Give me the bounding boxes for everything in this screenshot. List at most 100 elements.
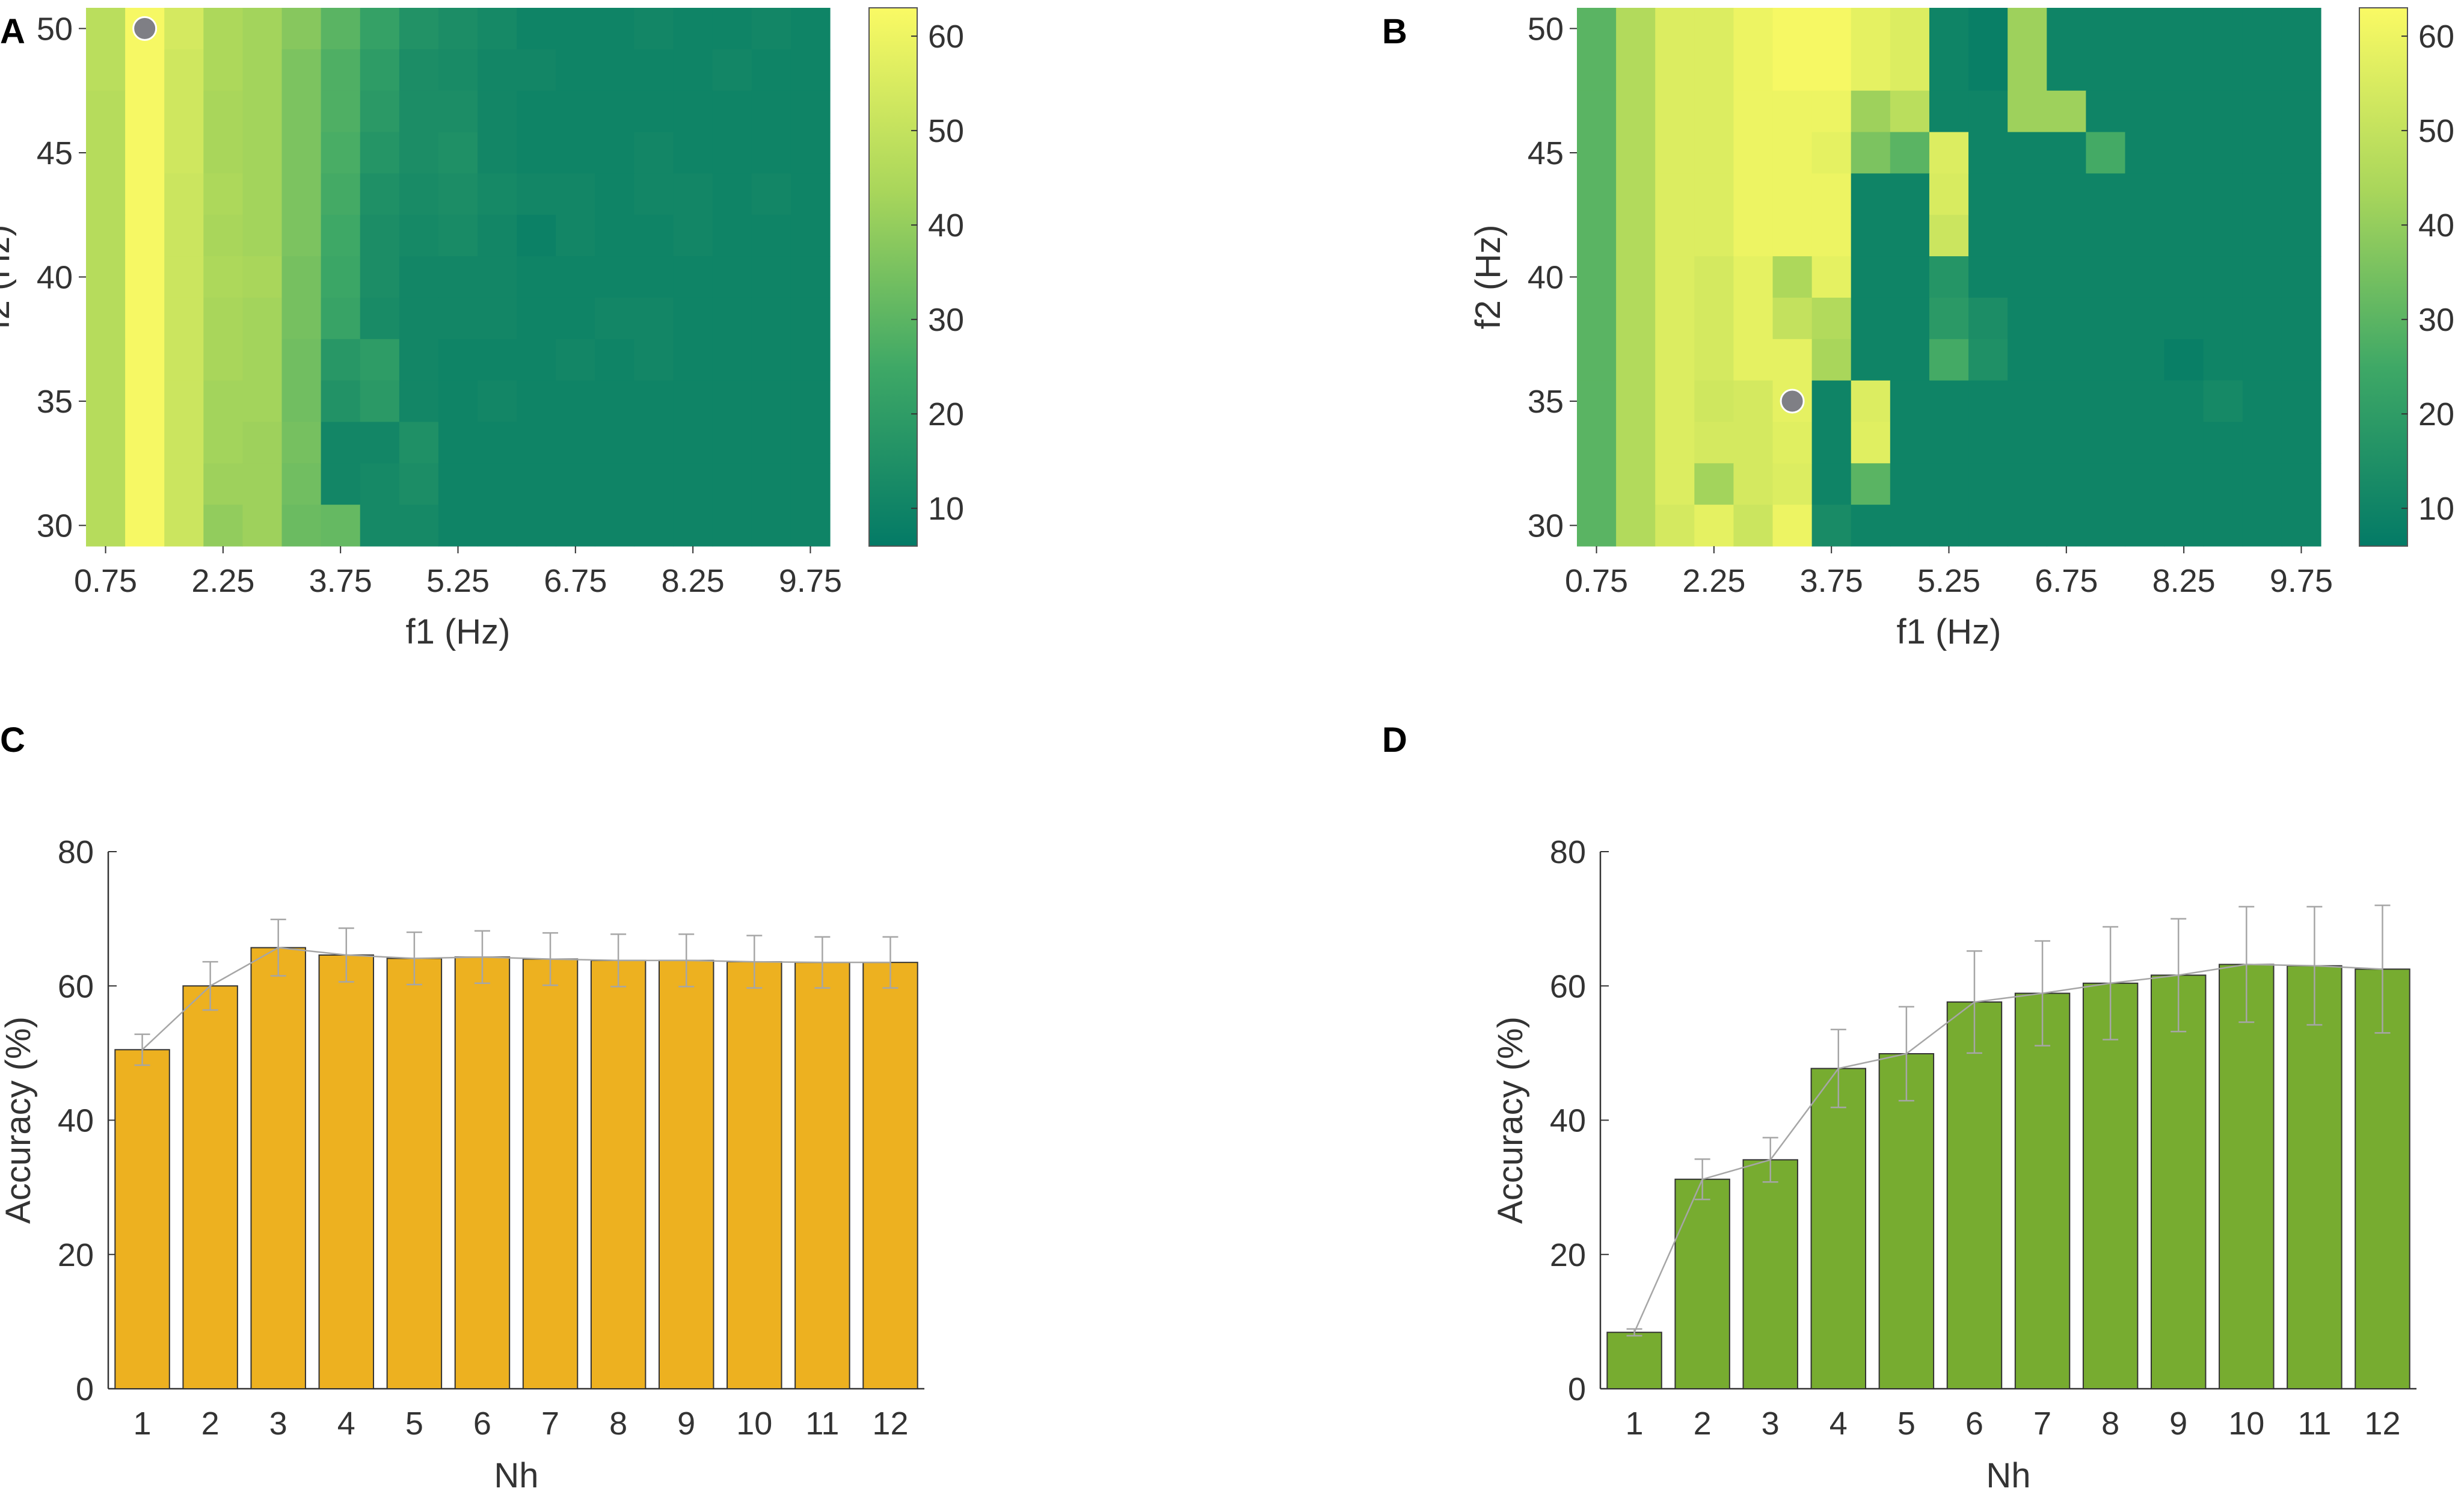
heatmap-cell xyxy=(1929,8,1969,50)
heatmap-cell xyxy=(712,90,752,133)
heatmap-cell xyxy=(281,422,322,464)
heatmap-cell xyxy=(360,90,400,133)
heatmap-cell xyxy=(1968,90,2008,133)
bar xyxy=(454,956,511,1389)
heatmap-cell xyxy=(321,49,361,91)
heatmap-cell xyxy=(673,422,713,464)
heatmap-cell xyxy=(2164,8,2204,50)
heatmap-cell xyxy=(1733,422,1774,464)
error-bar xyxy=(134,1033,150,1066)
heatmap-cell xyxy=(1772,256,1813,298)
heatmap-cell xyxy=(751,256,791,298)
bar xyxy=(2355,968,2410,1389)
heatmap-cell xyxy=(790,215,831,257)
x-tick-label: 8.25 xyxy=(662,563,725,599)
heatmap-cell xyxy=(478,422,517,464)
heatmap-cell xyxy=(1694,463,1734,505)
heatmap-cell xyxy=(2164,173,2204,215)
heatmap-cell xyxy=(1851,90,1891,133)
heatmap-cell xyxy=(125,463,165,505)
x-tick-label: 12 xyxy=(2364,1406,2400,1442)
heatmap-cell xyxy=(125,297,165,340)
heatmap-cell xyxy=(2125,173,2165,215)
heatmap-cell xyxy=(1890,256,1930,298)
optimum-marker xyxy=(132,16,158,41)
heatmap-cell xyxy=(595,422,635,464)
heatmap-cell xyxy=(2125,422,2165,464)
heatmap-cell xyxy=(125,215,165,257)
heatmap-cell xyxy=(399,297,439,340)
heatmap-cell xyxy=(1694,173,1734,215)
heatmap-cell xyxy=(790,339,831,381)
heatmap-cell xyxy=(1577,505,1617,547)
heatmap-cell xyxy=(1616,8,1656,50)
heatmap-cell xyxy=(1733,173,1774,215)
heatmap-cell xyxy=(1772,173,1813,215)
heatmap-cell xyxy=(125,380,165,423)
heatmap-cell xyxy=(1890,8,1930,50)
error-bar xyxy=(338,927,354,983)
heatmap-cell xyxy=(399,380,439,423)
heatmap-cell xyxy=(517,173,556,215)
heatmap-cell xyxy=(1851,297,1891,340)
heatmap-cell xyxy=(634,297,674,340)
bar xyxy=(1606,1332,1662,1390)
heatmap-cell xyxy=(1694,132,1734,174)
heatmap-cell xyxy=(2203,422,2243,464)
heatmap-cell xyxy=(1851,132,1891,174)
heatmap-cell xyxy=(1968,173,2008,215)
heatmap-cell xyxy=(1577,8,1617,50)
optimum-marker xyxy=(1780,389,1805,414)
heatmap-cell xyxy=(1772,90,1813,133)
x-tick-label: 9.75 xyxy=(2270,563,2333,599)
heatmap-cell xyxy=(2281,380,2321,423)
heatmap-cell xyxy=(2086,297,2126,340)
heatmap-cell xyxy=(1733,297,1774,340)
heatmap-cell xyxy=(478,505,517,547)
heatmap-cell xyxy=(281,256,322,298)
error-bar xyxy=(2103,926,2119,1040)
x-tick-label: 5 xyxy=(1897,1406,1916,1442)
heatmap-cell xyxy=(281,173,322,215)
heatmap-cell xyxy=(634,215,674,257)
heatmap-cell xyxy=(242,422,283,464)
x-tick-label: 6.75 xyxy=(2035,563,2098,599)
heatmap-cell xyxy=(2047,49,2086,91)
bar xyxy=(386,957,443,1389)
heatmap-cell xyxy=(321,256,361,298)
heatmap-cell xyxy=(321,505,361,547)
heatmap-cell xyxy=(556,256,595,298)
heatmap-cell xyxy=(1616,215,1656,257)
heatmap-cell xyxy=(2281,215,2321,257)
bar xyxy=(2150,974,2207,1389)
heatmap-cell xyxy=(517,339,556,381)
heatmap-cell xyxy=(1968,505,2008,547)
heatmap-cell xyxy=(438,90,478,133)
heatmap-cell xyxy=(1733,505,1774,547)
heatmap-cell xyxy=(438,422,478,464)
heatmap-cell xyxy=(2242,8,2282,50)
heatmap-cell xyxy=(2164,422,2204,464)
colorbar-a: 60 50 40 30 20 10 xyxy=(868,7,964,547)
heatmap-cell xyxy=(478,380,517,423)
heatmap-cell xyxy=(438,463,478,505)
heatmap-cell xyxy=(438,215,478,257)
heatmap-cell xyxy=(2008,297,2047,340)
heatmap-cell xyxy=(1577,256,1617,298)
panel-label-b: B xyxy=(1382,12,1407,51)
heatmap-cell xyxy=(1577,339,1617,381)
heatmap-cell xyxy=(673,90,713,133)
x-tick-label: 11 xyxy=(2297,1406,2331,1442)
heatmap-cell xyxy=(164,132,204,174)
heatmap-cell xyxy=(673,339,713,381)
colorbar-gradient xyxy=(2359,7,2408,547)
heatmap-cell xyxy=(242,173,283,215)
error-bar xyxy=(2171,918,2187,1033)
heatmap-cell xyxy=(1890,380,1930,423)
heatmap-cell xyxy=(790,256,831,298)
y-axis-label-b: f2 (Hz) xyxy=(1469,225,1508,330)
heatmap-cell xyxy=(2242,49,2282,91)
error-bar xyxy=(1694,1158,1710,1200)
error-bar xyxy=(2306,906,2323,1026)
heatmap-cell xyxy=(86,8,126,50)
